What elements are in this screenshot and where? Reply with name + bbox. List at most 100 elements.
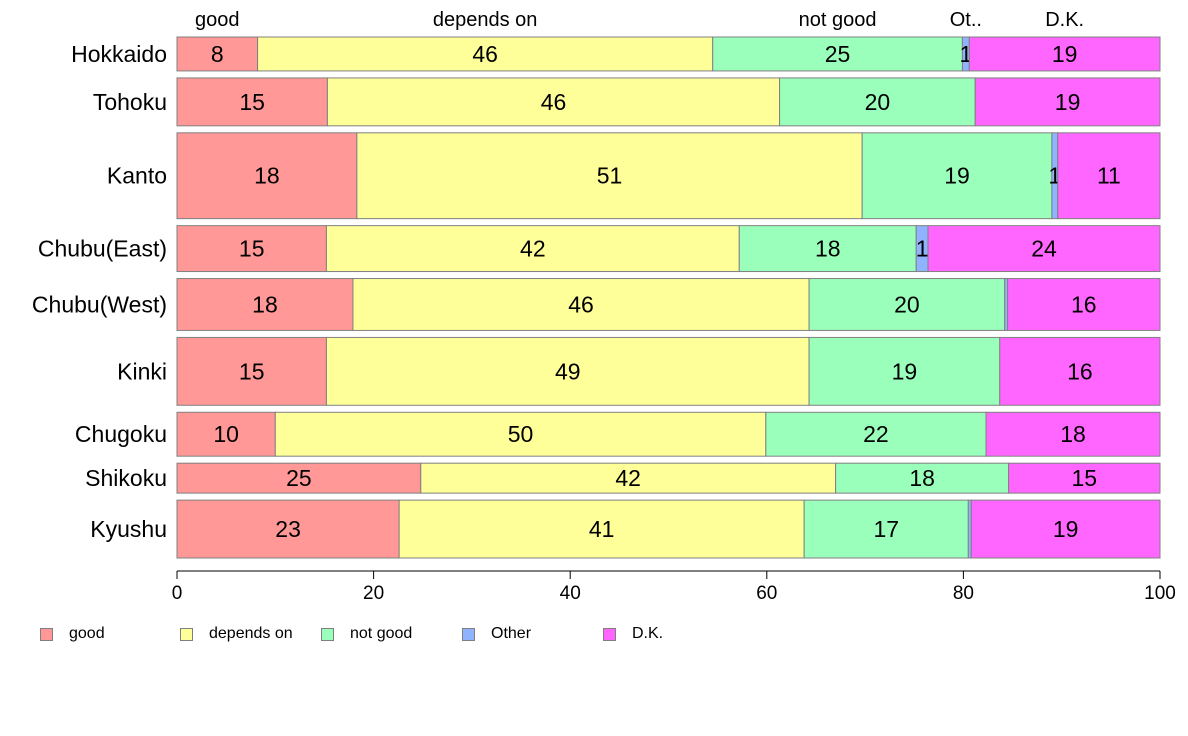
x-tick-label: 20	[363, 583, 384, 604]
x-tick-label: 80	[953, 583, 974, 604]
bar-row: 8 46 25 1 19	[176, 36, 1161, 72]
bar-segment	[176, 462, 422, 494]
segment-label: 42	[615, 465, 641, 491]
category-label: Kanto	[107, 163, 167, 189]
bar-segment	[808, 278, 1006, 331]
legend-label: D.K.	[632, 625, 664, 642]
segment-label: 46	[472, 41, 498, 67]
bar-segment	[176, 36, 259, 72]
segment-label: 23	[275, 516, 301, 542]
segment-label: 15	[1072, 465, 1098, 491]
segment-label: 15	[239, 236, 265, 262]
category-label: Chubu(West)	[32, 291, 167, 317]
bar-row: 25 42 18 15	[176, 462, 1161, 494]
segment-label: 19	[892, 358, 918, 384]
segment-label: 20	[865, 89, 891, 115]
bar-segment	[712, 36, 963, 72]
segment-label: 46	[541, 89, 567, 115]
bar-segment	[176, 411, 276, 457]
top-label: Ot..	[950, 9, 982, 31]
legend-swatch	[180, 627, 193, 641]
bar-row: 18 46 20 16	[176, 278, 1161, 331]
bar-segment	[803, 499, 969, 559]
segment-label: 25	[825, 41, 851, 67]
bar-row: 23 41 17 19	[176, 499, 1161, 559]
segment-label: 19	[1052, 41, 1078, 67]
segment-label: 42	[520, 236, 546, 262]
segment-label: 16	[1067, 358, 1093, 384]
bar-segment	[999, 336, 1161, 406]
bar-segment	[352, 278, 810, 331]
segment-label: 24	[1031, 236, 1057, 262]
bar-row: 18 51 19 1 11	[176, 132, 1161, 220]
category-label: Chubu(East)	[38, 236, 167, 262]
bar-segment	[985, 411, 1161, 457]
bar-segment	[974, 77, 1161, 127]
bar-segment	[779, 77, 976, 127]
bar-segment	[861, 132, 1053, 220]
segment-label: 41	[589, 516, 615, 542]
legend-swatch	[462, 627, 475, 641]
legend: good depends on not good Other D.K.	[40, 624, 800, 646]
legend-item: good	[40, 624, 105, 644]
top-label: not good	[799, 9, 877, 31]
bar-row: 15 46 20 19	[176, 77, 1161, 127]
segment-label: 10	[213, 421, 239, 447]
category-label: Shikoku	[85, 465, 167, 491]
legend-item: not good	[321, 624, 412, 644]
legend-label: depends on	[209, 625, 293, 642]
category-label: Kyushu	[90, 516, 167, 542]
legend-label: Other	[491, 625, 532, 642]
legend-swatch	[321, 627, 334, 641]
bar-segment	[968, 36, 1161, 72]
bar-segment	[808, 336, 1001, 406]
bar-segment	[970, 499, 1161, 559]
legend-item: D.K.	[603, 624, 663, 644]
bar-row: 15 42 18 1 24	[176, 225, 1161, 273]
legend-swatch	[603, 627, 616, 641]
segment-label: 18	[909, 465, 935, 491]
segment-label: 18	[1060, 421, 1086, 447]
segment-label: 15	[239, 89, 265, 115]
segment-label: 19	[1053, 516, 1079, 542]
x-tick-label: 100	[1144, 583, 1176, 604]
bar-segment	[1007, 278, 1161, 331]
segment-label: 16	[1071, 291, 1097, 317]
x-tick-label: 0	[172, 583, 183, 604]
bar-segment	[927, 225, 1161, 273]
bar-segment	[325, 336, 810, 406]
segment-label: 18	[252, 291, 278, 317]
segment-label: 17	[873, 516, 899, 542]
category-label: Kinki	[117, 358, 167, 384]
segment-label: 46	[568, 291, 594, 317]
top-label: D.K.	[1045, 9, 1084, 31]
top-label: depends on	[433, 9, 538, 31]
segment-label: 15	[239, 358, 265, 384]
bar-row: 15 49 19 16	[176, 336, 1161, 406]
segment-label: 51	[597, 163, 623, 189]
bar-segment	[176, 278, 354, 331]
segment-label: 19	[944, 163, 970, 189]
top-label: good	[195, 9, 240, 31]
legend-item: Other	[462, 624, 531, 644]
segment-label: 18	[815, 236, 841, 262]
segment-label: 1	[916, 236, 929, 262]
bar-segment	[176, 499, 400, 559]
segment-label: 11	[1097, 163, 1121, 189]
bar-row: 10 50 22 18	[176, 411, 1161, 457]
legend-swatch	[40, 627, 53, 641]
category-label: Chugoku	[75, 421, 167, 447]
segment-label: 8	[211, 41, 224, 67]
segment-label: 20	[894, 291, 920, 317]
legend-label: good	[69, 625, 105, 642]
bar-segment	[326, 77, 781, 127]
bar-segment	[1008, 462, 1161, 494]
bar-segment	[1057, 132, 1161, 220]
category-label: Tohoku	[93, 89, 167, 115]
bar-segment	[420, 462, 837, 494]
segment-label: 50	[508, 421, 534, 447]
legend-item: depends on	[180, 624, 293, 644]
segment-label: 25	[286, 465, 312, 491]
bar-segment	[835, 462, 1010, 494]
